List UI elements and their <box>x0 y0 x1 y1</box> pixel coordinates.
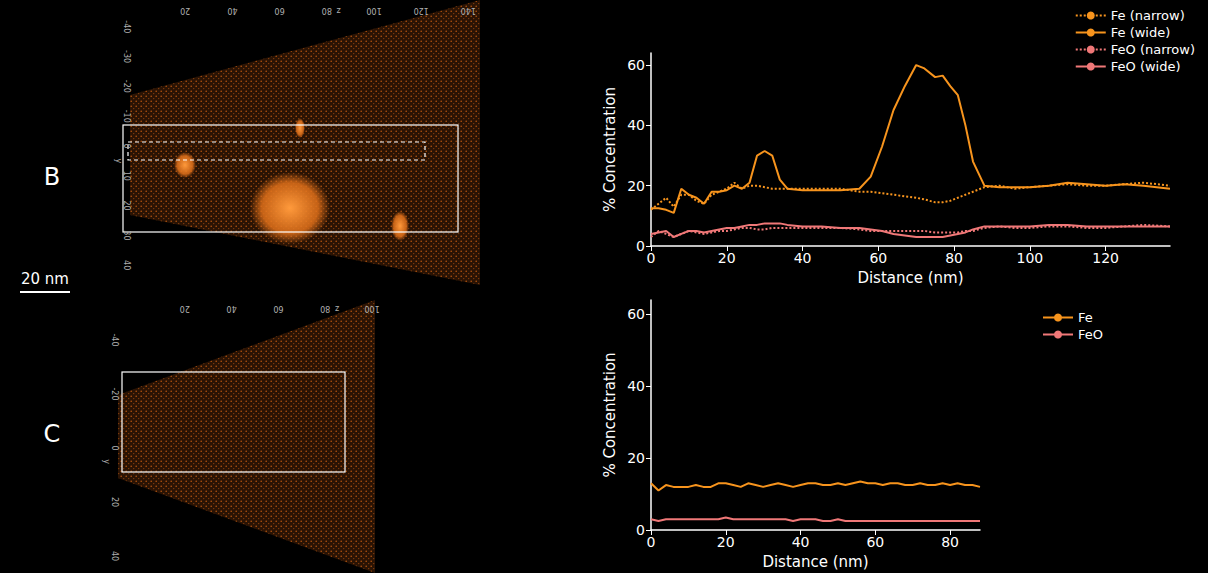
svg-text:60: 60 <box>869 250 887 266</box>
svg-text:60: 60 <box>273 304 283 313</box>
svg-text:20: 20 <box>122 201 131 211</box>
svg-text:-20: -20 <box>110 387 119 400</box>
svg-text:Distance (nm): Distance (nm) <box>762 553 868 571</box>
svg-text:60: 60 <box>627 57 645 73</box>
svg-text:0: 0 <box>636 522 645 538</box>
svg-text:60: 60 <box>627 306 645 322</box>
svg-text:-20: -20 <box>122 80 131 93</box>
svg-text:FeO (wide): FeO (wide) <box>1111 59 1181 74</box>
svg-text:C: C <box>44 420 61 448</box>
svg-text:100: 100 <box>364 304 379 313</box>
svg-text:80: 80 <box>320 304 330 313</box>
svg-text:20: 20 <box>627 450 645 466</box>
svg-text:100: 100 <box>1016 250 1043 266</box>
svg-text:40: 40 <box>627 117 645 133</box>
svg-text:120: 120 <box>1092 250 1119 266</box>
svg-text:10: 10 <box>122 171 131 181</box>
svg-text:z: z <box>337 6 341 15</box>
svg-text:30: 30 <box>122 230 131 240</box>
svg-text:20: 20 <box>180 6 190 15</box>
svg-text:-30: -30 <box>122 50 131 63</box>
svg-text:80: 80 <box>945 250 963 266</box>
svg-text:0: 0 <box>110 445 119 450</box>
svg-text:-10: -10 <box>122 110 131 123</box>
svg-text:Fe (wide): Fe (wide) <box>1111 25 1171 40</box>
svg-text:20: 20 <box>110 497 119 507</box>
svg-text:0: 0 <box>636 238 645 254</box>
svg-text:% Concentration: % Concentration <box>601 352 619 477</box>
svg-text:FeO (narrow): FeO (narrow) <box>1111 42 1195 57</box>
svg-text:0: 0 <box>122 143 131 148</box>
svg-text:20: 20 <box>180 304 190 313</box>
svg-text:140: 140 <box>461 6 476 15</box>
svg-text:60: 60 <box>275 6 285 15</box>
svg-text:FeO: FeO <box>1078 327 1103 342</box>
svg-text:100: 100 <box>366 6 381 15</box>
svg-text:40: 40 <box>792 534 810 550</box>
svg-text:20: 20 <box>718 250 736 266</box>
svg-text:20: 20 <box>627 178 645 194</box>
svg-text:-40: -40 <box>110 333 119 346</box>
svg-text:40: 40 <box>122 260 131 270</box>
svg-text:% Concentration: % Concentration <box>601 87 619 212</box>
svg-text:20 nm: 20 nm <box>21 270 69 288</box>
svg-text:z: z <box>335 304 339 313</box>
svg-text:B: B <box>44 163 60 191</box>
svg-text:40: 40 <box>227 304 237 313</box>
svg-text:0: 0 <box>647 534 656 550</box>
svg-text:Fe (narrow): Fe (narrow) <box>1111 8 1185 23</box>
svg-text:120: 120 <box>414 6 429 15</box>
svg-text:80: 80 <box>941 534 959 550</box>
svg-text:40: 40 <box>794 250 812 266</box>
svg-text:40: 40 <box>227 6 237 15</box>
svg-text:20: 20 <box>717 534 735 550</box>
svg-text:Distance (nm): Distance (nm) <box>857 269 963 287</box>
svg-text:-40: -40 <box>122 20 131 33</box>
svg-text:y: y <box>114 159 123 164</box>
svg-text:40: 40 <box>110 551 119 561</box>
svg-text:y: y <box>102 459 111 464</box>
svg-text:80: 80 <box>322 6 332 15</box>
svg-text:40: 40 <box>627 378 645 394</box>
svg-text:60: 60 <box>866 534 884 550</box>
svg-text:0: 0 <box>647 250 656 266</box>
svg-text:Fe: Fe <box>1078 310 1093 325</box>
